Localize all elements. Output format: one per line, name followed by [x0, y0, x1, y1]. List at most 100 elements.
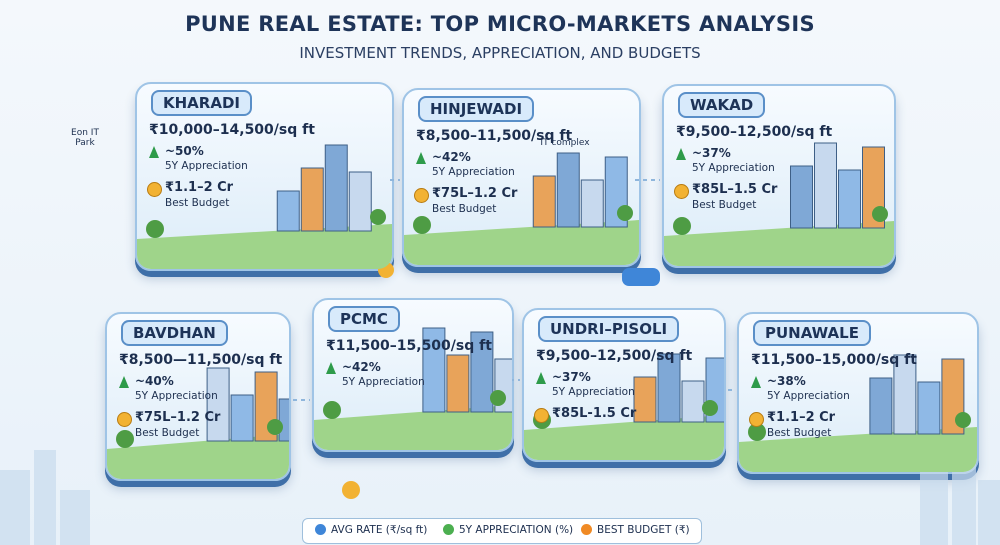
building — [300, 167, 324, 232]
illustration — [314, 327, 512, 450]
avg-rate: ₹8,500–11,500/sq ft — [416, 128, 573, 144]
market-name: UNDRI–PISOLI — [538, 316, 680, 342]
appreciation: ~37% — [552, 370, 591, 384]
appreciation: ~42% — [342, 360, 381, 374]
budget: ₹85L–1.5 Cr — [692, 182, 778, 197]
legend-swatch — [581, 524, 592, 535]
budget-coin — [749, 412, 764, 427]
market-name: BAVDHAN — [121, 320, 228, 346]
subtitle: INVESTMENT TRENDS, APPRECIATION, AND BUD… — [299, 44, 701, 62]
appreciation: ~50% — [165, 144, 204, 158]
building — [681, 380, 705, 423]
building — [814, 142, 837, 229]
appreciation-arrow — [416, 152, 426, 164]
avg-rate: ₹9,500–12,500/sq ft — [676, 124, 833, 140]
market-name: KHARADI — [151, 90, 252, 116]
budget: ₹75L–1.2 Cr — [135, 410, 221, 425]
ground — [664, 221, 894, 266]
illustration — [739, 354, 977, 472]
market-name: PUNAWALE — [753, 320, 871, 346]
legend-label: BEST BUDGET (₹) — [597, 524, 690, 536]
appreciation: ~42% — [432, 150, 471, 164]
tree — [323, 401, 341, 419]
building — [324, 144, 348, 232]
appreciation-arrow — [751, 376, 761, 388]
building — [790, 165, 813, 229]
budget-label: Best Budget — [692, 199, 757, 211]
tree — [748, 423, 766, 441]
tree — [955, 412, 971, 428]
legend-item: AVG RATE (₹/sq ft) — [315, 524, 427, 536]
tree — [673, 217, 691, 235]
appreciation: ~38% — [767, 374, 806, 388]
legend-label: AVG RATE (₹/sq ft) — [331, 524, 428, 536]
avg-rate: ₹9,500–12,500/sq ft — [536, 348, 693, 364]
building — [580, 179, 604, 228]
building — [917, 381, 941, 435]
market-name: WAKAD — [678, 92, 766, 118]
budget: ₹1.1–2 Cr — [767, 410, 836, 425]
appreciation-arrow — [536, 372, 546, 384]
tree — [413, 216, 431, 234]
building — [278, 398, 289, 442]
appreciation-arrow — [149, 146, 159, 158]
market-card: KHARADI ₹10,000–14,500/sq ft ~50% 5Y Apprec… — [135, 82, 394, 271]
illustration — [137, 144, 392, 269]
appreciation-label: 5Y Appreciation — [165, 160, 248, 172]
market-card: WAKAD ₹9,500–12,500/sq ft ~37% 5Y Appreciat… — [662, 84, 896, 268]
tree — [702, 400, 718, 416]
budget-label: Best Budget — [135, 427, 200, 439]
tree — [146, 220, 164, 238]
appreciation-label: 5Y Appreciation — [767, 390, 850, 402]
building — [230, 394, 254, 442]
tree — [370, 209, 386, 225]
building — [893, 354, 917, 435]
building — [869, 377, 893, 435]
building — [838, 169, 861, 229]
appreciation-arrow — [119, 376, 129, 388]
legend-swatch — [315, 524, 326, 535]
avg-rate: ₹10,000–14,500/sq ft — [149, 122, 315, 138]
building — [532, 175, 556, 228]
budget-coin — [117, 412, 132, 427]
title: PUNE REAL ESTATE: TOP MICRO-MARKETS ANAL… — [185, 12, 815, 36]
building — [556, 152, 580, 228]
appreciation-label: 5Y Appreciation — [552, 386, 635, 398]
budget-label: Best Budget — [767, 427, 832, 439]
building — [422, 327, 446, 413]
budget-coin — [674, 184, 689, 199]
building — [633, 376, 657, 423]
ground — [314, 405, 512, 450]
avg-rate: ₹11,500–15,500/sq ft — [326, 338, 492, 354]
market-card: UNDRI–PISOLI ₹9,500–12,500/sq ft ~37% 5Y Ap… — [522, 308, 726, 462]
building — [657, 353, 681, 423]
legend: AVG RATE (₹/sq ft) 5Y APPRECIATION (%) BES… — [302, 518, 702, 544]
legend-swatch — [443, 524, 454, 535]
ground — [107, 434, 289, 479]
legend-item: BEST BUDGET (₹) — [581, 524, 690, 536]
avg-rate: ₹11,500–15,000/sq ft — [751, 352, 917, 368]
tree — [116, 430, 134, 448]
budget: ₹85L-1.5 Cr — [552, 406, 637, 421]
place-note: Eon IT Park — [71, 128, 99, 148]
appreciation: ~37% — [692, 146, 731, 160]
appreciation-arrow — [326, 362, 336, 374]
ground — [524, 415, 724, 460]
budget-coin — [147, 182, 162, 197]
building — [446, 354, 470, 413]
building — [276, 190, 300, 232]
ground — [137, 224, 392, 269]
legend-item: 5Y APPRECIATION (%) — [443, 524, 573, 536]
budget-coin — [414, 188, 429, 203]
market-name: PCMC — [328, 306, 400, 332]
appreciation-label: 5Y Appreciation — [692, 162, 775, 174]
illustration — [404, 152, 639, 265]
illustration — [524, 353, 724, 460]
appreciation-label: 5Y Appreciation — [135, 390, 218, 402]
market-card: PUNAWALE ₹11,500–15,000/sq ft ~38% 5Y Appre… — [737, 312, 979, 474]
illustration — [107, 367, 289, 479]
ground — [404, 220, 639, 265]
building — [206, 367, 230, 442]
budget-label: Best Budget — [432, 203, 497, 215]
